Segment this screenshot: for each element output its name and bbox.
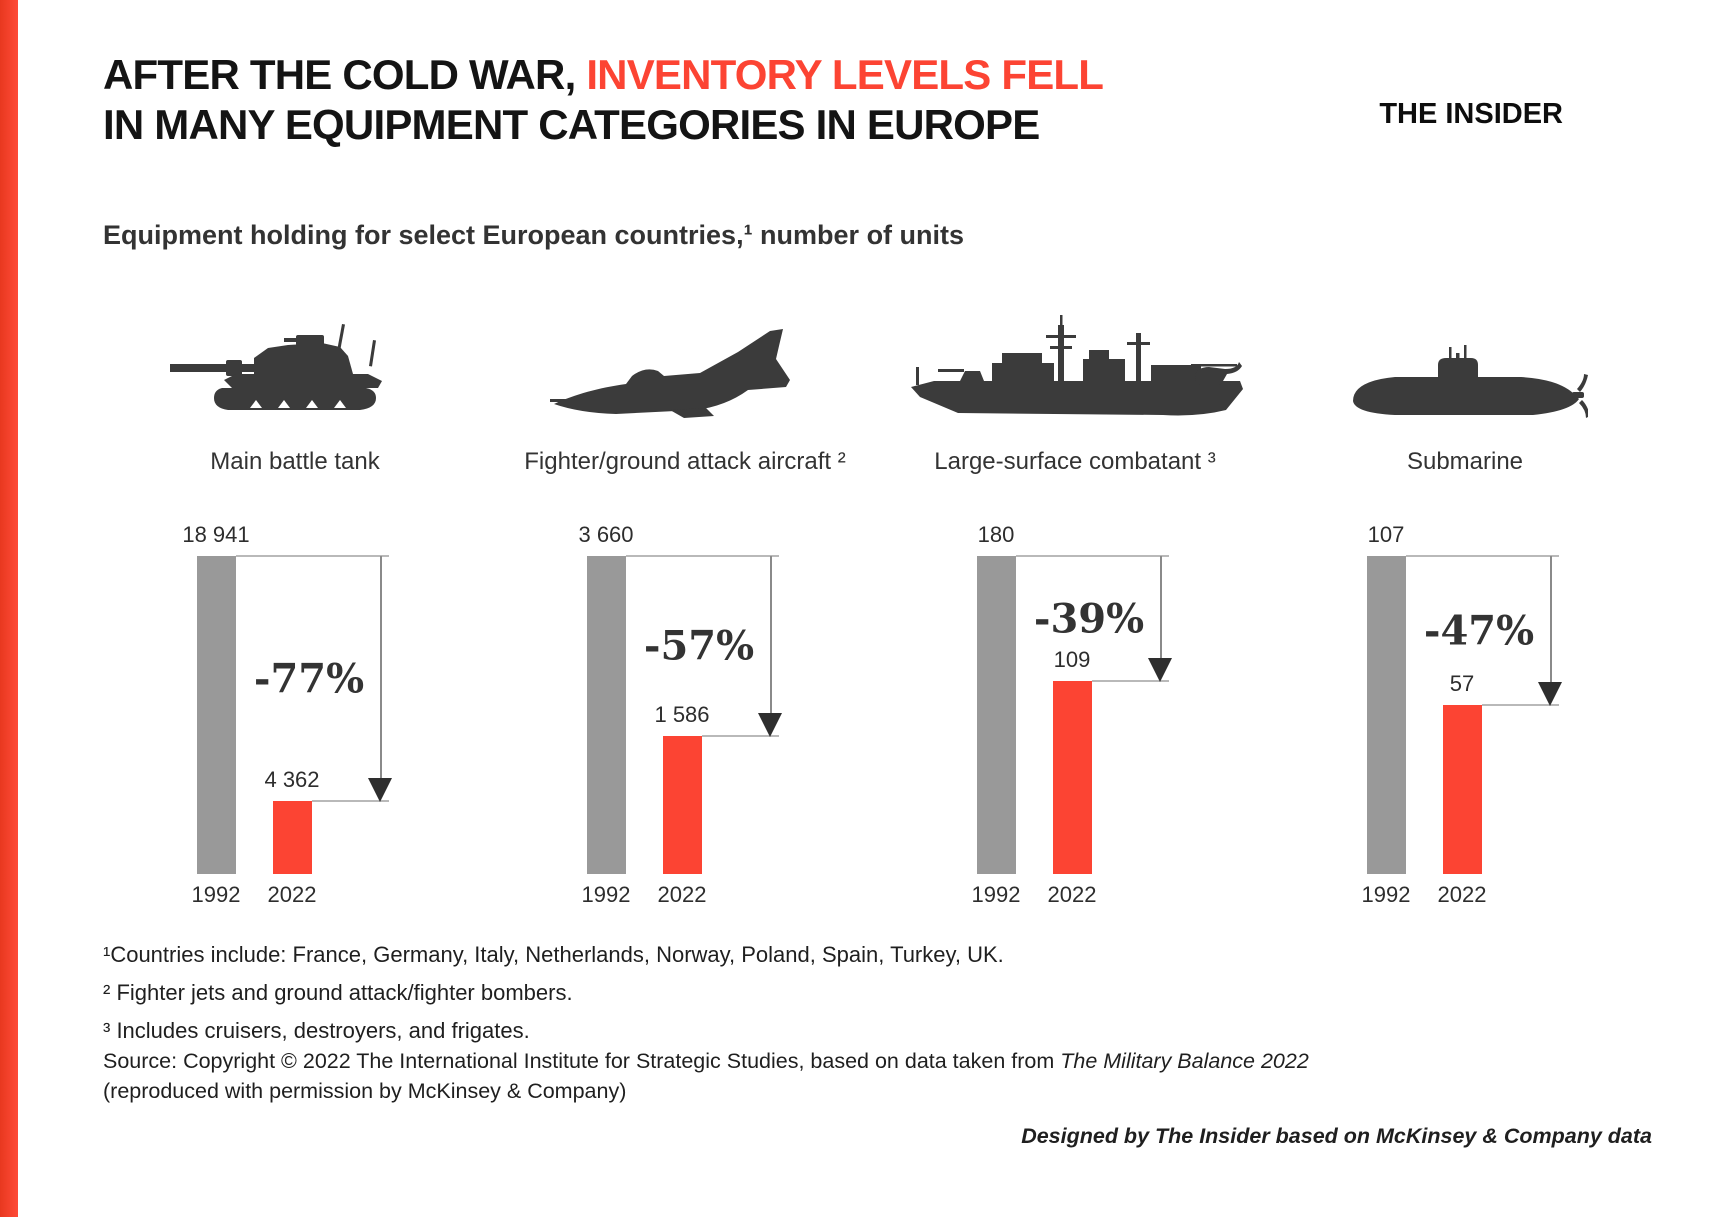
percent-change-label: -77% (253, 655, 365, 702)
year-1992-label: 1992 (581, 882, 631, 907)
footnote-1: ¹Countries include: France, Germany, Ita… (103, 942, 1004, 967)
bar-1992 (977, 556, 1016, 874)
the-insider-logo: THE INSIDER (1379, 98, 1563, 130)
bar-2022 (1053, 681, 1092, 874)
bar-2022 (273, 801, 312, 874)
chart-main-battle-tank: Main battle tank 18 941 4 362 -77% 1992 … (100, 288, 490, 914)
footnotes-block: ¹Countries include: France, Germany, Ita… (103, 936, 1004, 1050)
year-2022-label: 2022 (267, 882, 317, 907)
connector-line-bottom (1482, 704, 1559, 706)
tank-icon (100, 288, 490, 442)
chart-area: 180 109 -39% 1992 2022 (880, 484, 1270, 914)
connector-line-top (236, 555, 389, 557)
page-title: AFTER THE COLD WAR, INVENTORY LEVELS FEL… (103, 50, 1104, 150)
source-text: Source: Copyright © 2022 The Internation… (103, 1046, 1309, 1106)
year-1992-label: 1992 (191, 882, 241, 907)
charts-row: Main battle tank 18 941 4 362 -77% 1992 … (100, 288, 1660, 914)
source-line2: (reproduced with permission by McKinsey … (103, 1079, 627, 1103)
connector-line-bottom (312, 800, 389, 802)
category-label: Fighter/ground attack aircraft ² (524, 448, 846, 475)
category-label: Large-surface combatant ³ (934, 448, 1216, 475)
connector-line-top (1016, 555, 1169, 557)
chart-area: 18 941 4 362 -77% 1992 2022 (100, 484, 490, 914)
arrow-down-icon (1148, 658, 1172, 682)
bar-1992 (587, 556, 626, 874)
arrow-line (770, 556, 772, 714)
chart-area: 3 660 1 586 -57% 1992 2022 (490, 484, 880, 914)
value-1992-label: 3 660 (578, 522, 634, 547)
source-publication: The Military Balance 2022 (1060, 1049, 1309, 1073)
percent-change-label: -57% (643, 622, 755, 670)
value-2022-label: 1 586 (654, 702, 710, 727)
footnote-3: ³ Includes cruisers, destroyers, and fri… (103, 1018, 530, 1043)
submarine-icon (1270, 288, 1660, 442)
value-1992-label: 180 (977, 522, 1015, 547)
connector-line-bottom (702, 735, 779, 737)
value-1992-label: 107 (1367, 522, 1405, 547)
arrow-line (380, 556, 382, 779)
arrow-down-icon (1538, 682, 1562, 706)
value-2022-label: 109 (1053, 647, 1091, 672)
year-1992-label: 1992 (971, 882, 1021, 907)
year-2022-label: 2022 (1047, 882, 1097, 907)
arrow-down-icon (368, 778, 392, 802)
year-2022-label: 2022 (657, 882, 707, 907)
chart-large-surface-combatant: Large-surface combatant ³ 180 109 -39% 1… (880, 288, 1270, 914)
chart-area: 107 57 -47% 1992 2022 (1270, 484, 1660, 914)
chart-subtitle: Equipment holding for select European co… (103, 220, 965, 250)
connector-line-top (1406, 555, 1559, 557)
chart-fighter-aircraft: Fighter/ground attack aircraft ² 3 660 1… (490, 288, 880, 914)
warship-icon (880, 288, 1270, 442)
designed-by-credit: Designed by The Insider based on McKinse… (1021, 1124, 1652, 1148)
arrow-line (1160, 556, 1162, 659)
connector-line-bottom (1092, 680, 1169, 682)
value-2022-label: 4 362 (264, 767, 320, 792)
arrow-line (1550, 556, 1552, 683)
category-label: Main battle tank (210, 448, 380, 475)
arrow-down-icon (758, 713, 782, 737)
title-line2: IN MANY EQUIPMENT CATEGORIES IN EUROPE (103, 101, 1040, 148)
fighter-jet-icon (490, 288, 880, 442)
source-prefix: Source: Copyright © 2022 The Internation… (103, 1049, 1061, 1073)
category-label: Submarine (1406, 448, 1524, 475)
title-red-part: INVENTORY LEVELS FELL (586, 51, 1104, 98)
left-accent-bar (0, 0, 18, 1217)
bar-2022 (663, 736, 702, 874)
bar-1992 (1367, 556, 1406, 874)
title-black-part: AFTER THE COLD WAR, (103, 51, 587, 98)
bar-2022 (1443, 705, 1482, 874)
value-1992-label: 18 941 (182, 522, 250, 547)
connector-line-top (626, 555, 779, 557)
year-1992-label: 1992 (1361, 882, 1411, 907)
bar-1992 (197, 556, 236, 874)
value-2022-label: 57 (1449, 671, 1475, 696)
year-2022-label: 2022 (1437, 882, 1487, 907)
chart-submarine: Submarine 107 57 -47% 1992 2022 (1270, 288, 1660, 914)
percent-change-label: -39% (1033, 595, 1145, 642)
percent-change-label: -47% (1423, 607, 1535, 654)
footnote-2: ² Fighter jets and ground attack/fighter… (103, 980, 573, 1005)
